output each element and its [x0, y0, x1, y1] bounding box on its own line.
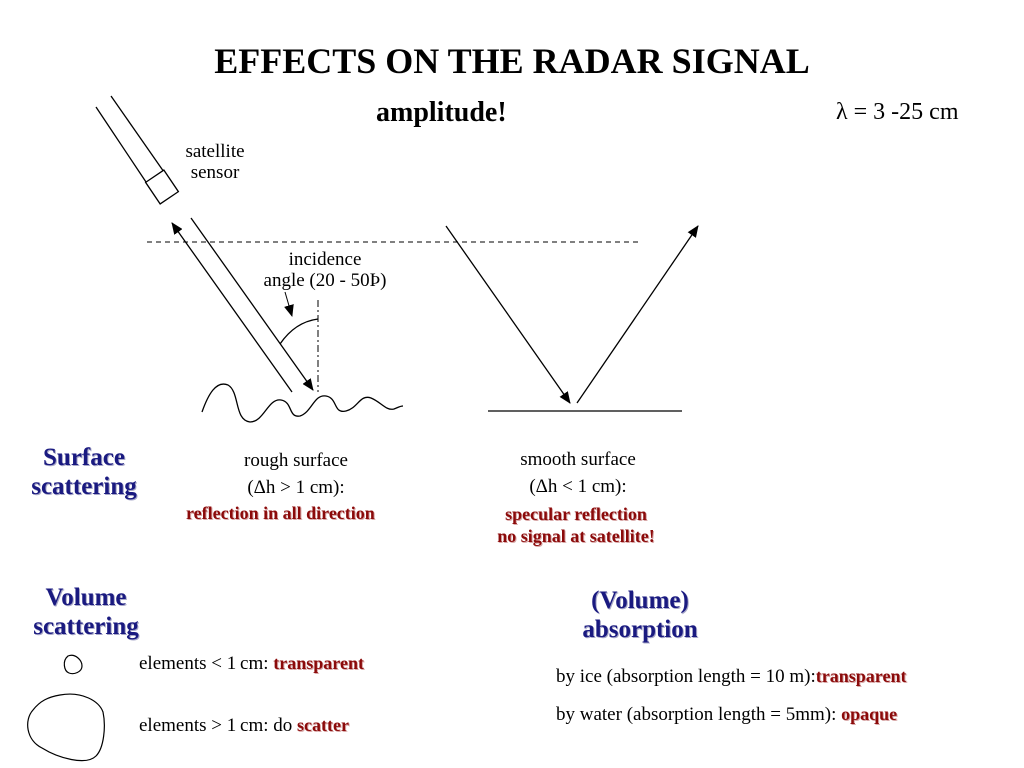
rough-surface-caption: rough surface (Δh > 1 cm): [196, 450, 396, 498]
sensor-label-line2: sensor [190, 162, 240, 183]
surface-scattering-heading-line1: Surface [43, 444, 125, 471]
incidence-label: incidence angle (20 - 50Þ) [240, 249, 410, 291]
surface-scattering-heading-line2: scattering [31, 473, 137, 500]
volume-scattering-heading-line2: scattering [33, 613, 139, 640]
water-absorption-effect: opaque [841, 704, 898, 724]
water-absorption-prefix: by water (absorption length = 5mm): [556, 704, 842, 725]
satellite-sensor-icon [95, 95, 180, 205]
backscatter-beam-arrow [171, 222, 293, 393]
volume-absorption-heading-line2: absorption [582, 616, 698, 643]
smooth-surface-effect: specular reflection no signal at satelli… [456, 503, 696, 547]
incidence-angle-arc [279, 318, 319, 345]
sensor-label-line1: satellite [185, 141, 245, 162]
volume-scattering-heading: Volume scattering [20, 583, 152, 641]
smooth-surface-caption: smooth surface (Δh < 1 cm): [478, 449, 678, 497]
subtitle: amplitude! [376, 97, 507, 128]
ice-absorption-effect: transparent [815, 666, 907, 686]
water-absorption-text: by water (absorption length = 5mm): opaq… [556, 704, 897, 726]
specular-incident-arrow [445, 225, 571, 404]
smooth-surface-effect-line2: no signal at satellite! [497, 526, 655, 546]
ice-absorption-prefix: by ice (absorption length = 10 m): [556, 666, 816, 687]
smooth-surface-effect-line1: specular reflection [505, 504, 647, 524]
large-elements-text: elements > 1 cm: do scatter [139, 715, 349, 737]
small-elements-text: elements < 1 cm: transparent [139, 653, 364, 675]
surface-scattering-heading: Surface scattering [20, 443, 148, 501]
volume-absorption-heading-line1: (Volume) [591, 587, 689, 614]
rough-surface-line [201, 383, 404, 423]
large-elements-prefix: elements > 1 cm: do [139, 715, 298, 736]
rough-surface-line1: rough surface [244, 450, 348, 471]
wavelength-label: λ = 3 -25 cm [836, 99, 959, 125]
volume-absorption-heading: (Volume) absorption [560, 586, 720, 644]
incidence-label-line2: angle (20 - 50Þ) [263, 270, 387, 291]
volume-scattering-heading-line1: Volume [45, 584, 127, 611]
ice-absorption-text: by ice (absorption length = 10 m):transp… [556, 666, 906, 688]
sensor-label: satellite sensor [170, 141, 260, 183]
large-element-icon [27, 693, 105, 762]
specular-reflected-arrow [576, 225, 699, 404]
incident-beam-arrow [190, 217, 314, 391]
angle-pointer-arrow [284, 291, 294, 317]
incidence-label-line1: incidence [288, 249, 362, 270]
large-elements-effect: scatter [297, 715, 350, 735]
page-title: EFFECTS ON THE RADAR SIGNAL [214, 41, 810, 81]
small-element-icon [63, 654, 83, 675]
smooth-surface-line2: (Δh < 1 cm): [529, 476, 627, 497]
rough-surface-line2: (Δh > 1 cm): [247, 477, 345, 498]
rough-surface-effect: reflection in all direction [186, 503, 375, 523]
small-elements-prefix: elements < 1 cm: [139, 653, 274, 674]
small-elements-effect: transparent [273, 653, 364, 673]
smooth-surface-line1: smooth surface [520, 449, 636, 470]
